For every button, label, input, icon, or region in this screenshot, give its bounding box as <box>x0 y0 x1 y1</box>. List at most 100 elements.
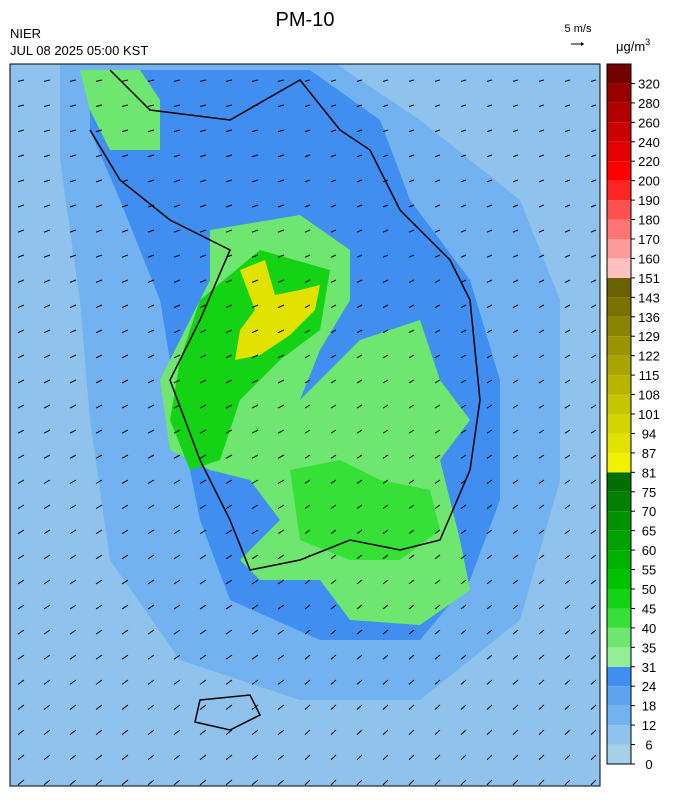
wind-arrow <box>147 704 155 710</box>
colorbar-segment <box>607 141 631 162</box>
wind-arrow <box>225 429 233 434</box>
wind-arrow <box>95 229 103 233</box>
wind-arrow <box>408 579 415 585</box>
wind-arrow <box>17 79 25 82</box>
wind-arrow <box>173 504 181 509</box>
colorbar-tick-label: 60 <box>642 543 656 558</box>
wind-arrow <box>199 454 207 459</box>
wind-arrow <box>199 179 207 183</box>
wind-arrow <box>408 704 415 710</box>
wind-arrow <box>330 229 337 233</box>
wind-arrow <box>408 354 415 359</box>
wind-arrow <box>251 279 259 283</box>
wind-arrow <box>225 204 233 208</box>
wind-arrow <box>460 404 467 409</box>
wind-arrow <box>382 404 389 409</box>
wind-arrow <box>121 779 129 786</box>
wind-arrow <box>356 754 363 761</box>
wind-arrow <box>69 529 77 535</box>
wind-arrow <box>434 404 441 409</box>
wind-arrow <box>225 179 233 183</box>
wind-arrow <box>173 654 181 660</box>
wind-arrow <box>199 104 207 108</box>
datetime: JUL 08 2025 05:00 KST <box>10 43 148 58</box>
wind-arrow <box>17 479 25 484</box>
wind-arrow <box>538 479 545 484</box>
wind-arrow <box>512 779 519 786</box>
wind-arrow <box>69 429 77 434</box>
colorbar-tick-label: 136 <box>638 310 660 325</box>
wind-arrow <box>225 479 233 484</box>
wind-arrow <box>330 604 337 610</box>
wind-arrow <box>121 229 129 233</box>
wind-arrow <box>408 79 415 82</box>
wind-arrow <box>17 604 25 610</box>
wind-arrow <box>251 454 259 459</box>
wind-arrow <box>17 279 25 283</box>
colorbar-segment <box>607 744 631 764</box>
wind-arrow <box>304 179 311 183</box>
wind-arrow <box>43 279 51 283</box>
wind-arrow <box>382 654 389 660</box>
wind-arrow <box>382 604 389 610</box>
wind-arrow <box>251 604 259 610</box>
wind-arrow <box>95 79 103 82</box>
colorbar-tick-label: 108 <box>638 388 660 403</box>
wind-arrow <box>512 379 519 384</box>
wind-arrow <box>304 254 311 258</box>
wind-arrow <box>486 779 493 786</box>
wind-arrow <box>199 629 207 635</box>
wind-arrow <box>121 379 129 384</box>
wind-arrow <box>251 479 259 484</box>
wind-arrow <box>69 454 77 459</box>
wind-arrow <box>17 654 25 660</box>
wind-arrow <box>17 504 25 509</box>
wind-arrow <box>590 129 597 133</box>
wind-arrow <box>95 404 103 409</box>
wind-arrow <box>251 779 259 786</box>
wind-arrow <box>538 229 545 233</box>
wind-arrow <box>486 354 493 359</box>
wind-arrow <box>225 154 233 158</box>
wind-arrow <box>460 679 467 685</box>
wind-arrow <box>564 279 571 283</box>
wind-arrow <box>460 779 467 786</box>
wind-arrow <box>225 404 233 409</box>
wind-arrow <box>382 554 389 560</box>
wind-arrow <box>512 179 519 183</box>
wind-arrow <box>538 704 545 710</box>
wind-arrow <box>330 754 337 761</box>
wind-arrow <box>69 279 77 283</box>
wind-arrow <box>434 679 441 685</box>
wind-arrow <box>538 204 545 208</box>
wind-arrow <box>95 729 103 736</box>
wind-arrow <box>486 429 493 434</box>
wind-arrow <box>43 729 51 736</box>
wind-arrow <box>121 204 129 208</box>
wind-arrow <box>251 679 259 685</box>
wind-arrow <box>486 504 493 509</box>
colorbar-segment <box>607 530 631 551</box>
colorbar-tick-label: 0 <box>645 757 652 772</box>
wind-arrow <box>512 204 519 208</box>
wind-arrow <box>95 604 103 610</box>
wind-arrow <box>564 354 571 359</box>
wind-arrow <box>434 329 441 334</box>
wind-arrow <box>121 479 129 484</box>
colorbar-segment <box>607 375 631 395</box>
wind-arrow <box>486 154 493 158</box>
wind-arrow <box>304 479 311 484</box>
wind-arrow <box>95 529 103 535</box>
colorbar-tick-label: 260 <box>638 115 660 130</box>
wind-arrow <box>408 454 415 459</box>
wind-arrow <box>382 704 389 710</box>
wind-arrow <box>225 504 233 509</box>
wind-arrow <box>486 704 493 710</box>
wind-arrow <box>330 529 337 535</box>
wind-arrow <box>304 629 311 635</box>
wind-arrow <box>121 429 129 434</box>
wind-arrow <box>173 754 181 761</box>
wind-arrow <box>590 229 597 233</box>
wind-arrow <box>277 154 285 158</box>
colorbar-segment <box>607 122 631 142</box>
